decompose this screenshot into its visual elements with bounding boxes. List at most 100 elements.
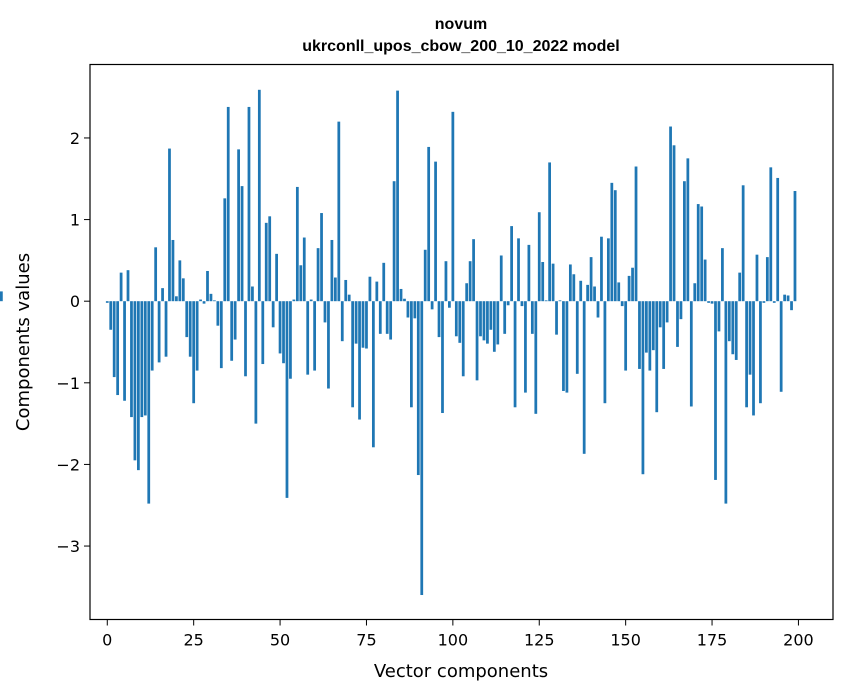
- bar: [430, 301, 434, 310]
- bar: [530, 301, 534, 334]
- x-tick-label: 0: [102, 631, 112, 650]
- bar: [347, 294, 351, 302]
- bar: [527, 244, 531, 302]
- bar: [510, 226, 513, 302]
- bar: [779, 301, 783, 392]
- bar: [351, 301, 355, 408]
- bar: [492, 301, 496, 352]
- bar: [313, 301, 317, 371]
- bar: [247, 106, 251, 302]
- bar: [520, 301, 524, 307]
- bar: [603, 301, 607, 404]
- bar: [496, 301, 500, 345]
- bar: [651, 301, 655, 351]
- bar: [634, 166, 638, 302]
- bar: [109, 301, 113, 330]
- bar: [410, 301, 413, 408]
- bar: [399, 288, 403, 302]
- bar: [323, 301, 327, 323]
- bar: [264, 222, 268, 302]
- bar: [299, 265, 303, 302]
- bar: [330, 239, 334, 302]
- bar: [434, 161, 437, 302]
- bar: [295, 186, 299, 302]
- bar: [427, 146, 431, 302]
- x-tick-label: 25: [183, 631, 203, 650]
- bar: [137, 301, 140, 471]
- bar: [662, 301, 666, 369]
- bar: [752, 301, 755, 416]
- bar: [513, 301, 517, 408]
- bar: [517, 238, 520, 302]
- bar: [382, 262, 386, 302]
- bar: [358, 301, 361, 420]
- bar: [181, 278, 185, 302]
- bar: [185, 301, 189, 338]
- bar: [119, 272, 123, 302]
- bar: [254, 301, 258, 424]
- bar: [765, 257, 769, 302]
- bar: [544, 300, 548, 302]
- bar: [195, 301, 199, 371]
- bar: [448, 301, 451, 308]
- bar: [783, 294, 786, 302]
- bar: [216, 301, 220, 326]
- bar: [451, 111, 455, 302]
- bar: [600, 236, 603, 302]
- bar: [233, 301, 237, 340]
- bar: [620, 301, 624, 307]
- bar: [271, 301, 275, 328]
- bar: [251, 286, 254, 302]
- plot-frame: [89, 63, 834, 621]
- bar: [371, 301, 375, 448]
- bar: [631, 267, 634, 302]
- bar: [793, 191, 797, 302]
- bar: [454, 301, 458, 337]
- bar: [776, 177, 780, 302]
- bar: [157, 301, 161, 363]
- bar: [572, 274, 576, 302]
- x-axis-ticks: 0 25 50 75 100 125 150 175 200: [102, 619, 814, 650]
- bar: [714, 301, 717, 480]
- bar: [223, 198, 227, 302]
- bar: [707, 301, 710, 303]
- bar: [275, 253, 278, 302]
- bar: [693, 283, 697, 302]
- bar: [613, 190, 617, 302]
- y-tick-label: −3: [56, 537, 80, 556]
- bar: [171, 239, 175, 302]
- bar: [468, 261, 472, 302]
- bar: [420, 301, 424, 596]
- bar: [130, 301, 133, 418]
- bar: [161, 288, 164, 302]
- bar: [168, 148, 171, 302]
- chart-subtitle: ukrconll_upos_cbow_200_10_2022 model: [302, 38, 619, 55]
- x-tick-label: 150: [610, 631, 641, 650]
- bar: [175, 296, 178, 302]
- bar: [676, 301, 679, 347]
- bar: [444, 261, 448, 302]
- bar: [506, 301, 510, 306]
- bar: [479, 301, 482, 337]
- bar: [738, 272, 742, 302]
- bar: [344, 279, 348, 302]
- bar: [499, 255, 503, 302]
- bar: [302, 237, 306, 302]
- bar: [147, 301, 151, 504]
- bar: [192, 301, 196, 404]
- bar: [206, 270, 209, 302]
- bar: [164, 301, 168, 357]
- bar: [416, 301, 420, 476]
- bar: [503, 301, 507, 334]
- bar: [441, 301, 444, 414]
- bar: [396, 90, 399, 302]
- bar: [278, 301, 282, 354]
- bar: [316, 248, 320, 302]
- bar: [641, 301, 645, 475]
- bar: [403, 298, 406, 302]
- y-axis-label: Components values: [13, 253, 34, 431]
- bar: [558, 300, 562, 302]
- bar: [721, 248, 724, 302]
- bar: [769, 167, 773, 302]
- x-axis-label: Vector components: [374, 661, 548, 682]
